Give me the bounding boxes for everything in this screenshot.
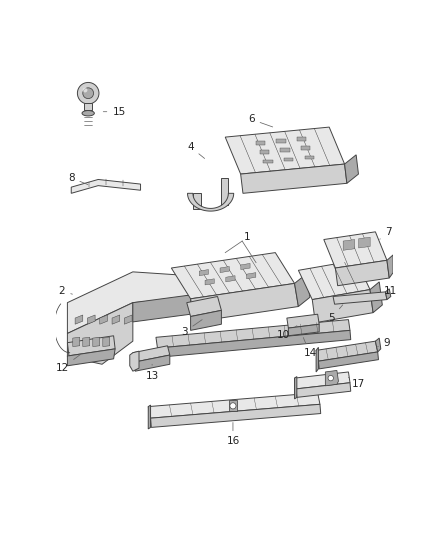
Polygon shape [294,377,297,399]
Polygon shape [71,180,141,193]
Polygon shape [305,156,314,159]
Polygon shape [133,295,191,322]
Text: 9: 9 [378,338,390,348]
Polygon shape [100,315,107,324]
Text: 3: 3 [181,320,202,337]
Circle shape [78,83,99,104]
Circle shape [83,88,94,99]
Polygon shape [287,314,319,328]
Text: 14: 14 [303,337,317,359]
Polygon shape [316,348,318,372]
Polygon shape [259,150,269,154]
Polygon shape [193,193,201,209]
Circle shape [230,403,236,409]
Polygon shape [324,232,387,268]
Polygon shape [151,405,321,427]
Polygon shape [385,289,391,300]
Polygon shape [297,137,307,141]
Polygon shape [318,352,378,369]
Polygon shape [187,296,221,317]
Polygon shape [263,159,272,164]
Polygon shape [93,337,100,346]
Text: 16: 16 [226,423,240,446]
Polygon shape [85,103,92,110]
Polygon shape [103,337,110,346]
Polygon shape [284,158,293,161]
Text: 1: 1 [244,232,250,242]
Polygon shape [241,263,250,270]
Polygon shape [124,315,132,324]
Polygon shape [171,253,294,299]
Polygon shape [83,337,90,346]
Polygon shape [148,405,151,429]
Polygon shape [343,239,355,251]
Polygon shape [288,324,319,336]
Polygon shape [135,355,170,371]
Polygon shape [67,272,191,334]
Polygon shape [333,292,387,304]
Polygon shape [276,139,286,143]
Polygon shape [148,393,320,418]
Polygon shape [296,383,351,398]
Polygon shape [156,320,350,348]
Text: 13: 13 [145,364,159,381]
Polygon shape [158,330,351,357]
Text: 4: 4 [187,142,205,158]
Polygon shape [247,273,256,279]
Polygon shape [226,276,235,282]
Polygon shape [67,349,115,366]
Polygon shape [336,260,389,286]
Polygon shape [316,341,378,361]
Polygon shape [256,141,265,145]
Text: 8: 8 [68,173,88,184]
Polygon shape [294,372,350,389]
Polygon shape [191,310,221,330]
Polygon shape [67,336,115,356]
Polygon shape [375,338,381,352]
Polygon shape [345,155,358,183]
Polygon shape [73,337,80,346]
Polygon shape [133,346,170,362]
Polygon shape [370,282,382,313]
Polygon shape [312,289,373,322]
Polygon shape [225,127,345,174]
Text: 15: 15 [103,107,126,117]
Polygon shape [199,270,208,276]
Text: 11: 11 [384,286,397,296]
Polygon shape [88,315,95,324]
Polygon shape [229,400,237,411]
Circle shape [83,88,88,92]
Polygon shape [294,274,310,306]
Polygon shape [187,193,234,211]
Polygon shape [280,148,290,152]
Polygon shape [191,284,298,322]
Text: 17: 17 [349,377,365,389]
Polygon shape [130,351,139,371]
Polygon shape [240,164,347,193]
Text: 6: 6 [248,115,273,127]
Polygon shape [67,303,133,364]
Text: 7: 7 [380,227,392,239]
Polygon shape [298,260,370,300]
Polygon shape [387,255,393,278]
Text: 10: 10 [277,326,297,340]
Text: 5: 5 [328,305,343,323]
Polygon shape [325,370,339,386]
Polygon shape [112,315,120,324]
Polygon shape [301,146,311,150]
Polygon shape [359,237,370,248]
Circle shape [328,375,333,381]
Polygon shape [221,178,228,205]
Text: 12: 12 [55,354,81,373]
Text: 2: 2 [59,286,72,296]
Polygon shape [220,266,229,273]
Ellipse shape [82,110,94,116]
Polygon shape [75,315,83,324]
Polygon shape [205,279,214,285]
